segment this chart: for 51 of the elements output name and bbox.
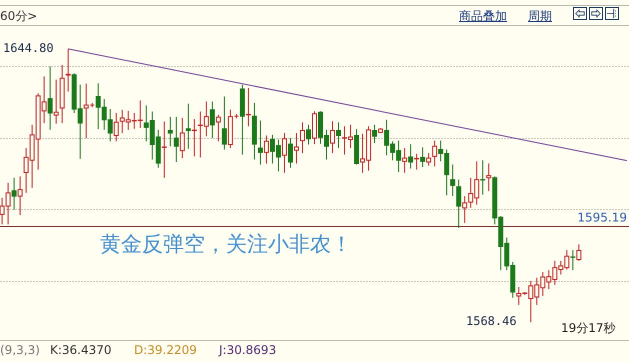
candlestick [336,122,342,149]
candlestick [258,120,263,166]
candlestick [288,138,293,168]
candlestick [54,79,59,124]
candlestick [66,48,71,92]
text: 60分> [0,8,38,25]
candlestick [282,132,287,174]
candlestick [294,132,299,164]
candlestick [420,146,426,168]
text: 商品叠加 [459,8,507,25]
candlestick [168,116,173,147]
candlestick [480,160,486,196]
candlestick [570,250,576,271]
annotation: 19分17秒 [561,320,616,337]
text: K:36.4370 [50,343,112,357]
text: (9,3,3) [0,343,40,357]
candlestick [432,140,438,167]
candlestick [450,164,456,197]
candlestick [18,176,23,216]
annotation: 黄金反弹空，关注小非农！ [100,231,352,258]
candlestick [222,96,227,150]
candlestick [462,196,468,224]
text: D:39.2209 [134,343,197,357]
candlestick [210,101,215,139]
candlestick [300,122,305,154]
candlestick [306,124,311,146]
candlestick [216,114,221,142]
candlestick [264,135,269,164]
text: 周期 [528,8,552,25]
candlestick [486,162,492,192]
annotation: 1568.46 [466,314,517,328]
annotation: 1644.80 [3,41,54,55]
candlestick [426,152,432,166]
candlestick [48,66,53,130]
candlestick [180,118,185,159]
candlestick [414,153,420,170]
candlestick [576,244,582,262]
candlestick [186,103,191,150]
candlestick [330,120,336,154]
candlestick [402,148,408,174]
candlestick [372,124,378,144]
candlestick [456,179,462,228]
candlestick [246,87,251,127]
candlestick [192,118,197,157]
candlestick [12,177,17,210]
candlestick [408,144,414,169]
text: J:30.8693 [219,343,276,357]
candlestick [174,116,179,163]
candlestick [162,121,167,178]
candlestick [114,112,119,142]
ref-line-label: 1595.19 [577,210,627,225]
